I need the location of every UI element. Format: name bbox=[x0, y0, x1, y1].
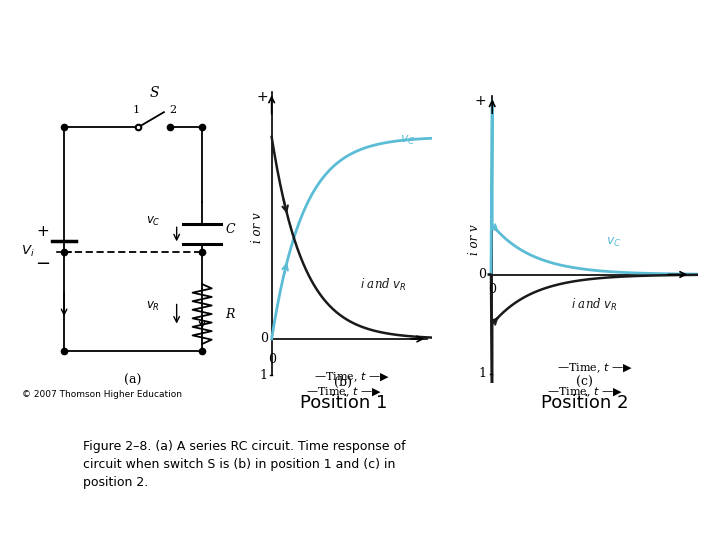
Text: i or v: i or v bbox=[251, 213, 264, 243]
Text: $V_i$: $V_i$ bbox=[21, 244, 35, 259]
Text: C: C bbox=[225, 223, 235, 236]
Text: © 2007 Thomson Higher Education: © 2007 Thomson Higher Education bbox=[22, 390, 181, 399]
Text: R: R bbox=[225, 308, 235, 321]
Text: S: S bbox=[150, 86, 159, 100]
Text: Position 1: Position 1 bbox=[300, 394, 387, 411]
Text: —Time, $t$ —▶: —Time, $t$ —▶ bbox=[314, 370, 390, 384]
Text: —Time, $t$ —▶: —Time, $t$ —▶ bbox=[546, 386, 623, 399]
Text: $v_R$: $v_R$ bbox=[146, 300, 161, 313]
Text: (b): (b) bbox=[334, 376, 353, 389]
Text: 0: 0 bbox=[260, 333, 268, 346]
Text: 1: 1 bbox=[478, 367, 486, 380]
Text: 0: 0 bbox=[268, 353, 276, 366]
Text: Figure 2–8. (a) A series RC circuit. Time response of
circuit when switch S is (: Figure 2–8. (a) A series RC circuit. Tim… bbox=[83, 440, 405, 489]
Text: 0: 0 bbox=[478, 268, 486, 281]
Text: $i$ and $v_R$: $i$ and $v_R$ bbox=[570, 297, 617, 313]
Text: i or v: i or v bbox=[467, 225, 480, 255]
Text: 1: 1 bbox=[260, 369, 268, 382]
Text: $v_C$: $v_C$ bbox=[146, 215, 161, 228]
Text: —Time, $t$ —▶: —Time, $t$ —▶ bbox=[305, 386, 382, 399]
Text: 1: 1 bbox=[132, 105, 140, 116]
Text: $v_C$: $v_C$ bbox=[606, 236, 621, 249]
Text: +: + bbox=[37, 224, 49, 239]
Text: $v_C$: $v_C$ bbox=[400, 134, 415, 147]
Text: −: − bbox=[35, 255, 50, 273]
Text: (a): (a) bbox=[125, 374, 142, 387]
Text: +: + bbox=[474, 94, 486, 108]
Text: (c): (c) bbox=[576, 376, 593, 389]
Text: +: + bbox=[256, 90, 268, 104]
Text: Position 2: Position 2 bbox=[541, 394, 629, 411]
Text: 0: 0 bbox=[488, 284, 496, 296]
Text: $i$ and $v_R$: $i$ and $v_R$ bbox=[360, 276, 407, 293]
Text: 2: 2 bbox=[169, 105, 176, 116]
Text: —Time, $t$ —▶: —Time, $t$ —▶ bbox=[557, 362, 634, 375]
